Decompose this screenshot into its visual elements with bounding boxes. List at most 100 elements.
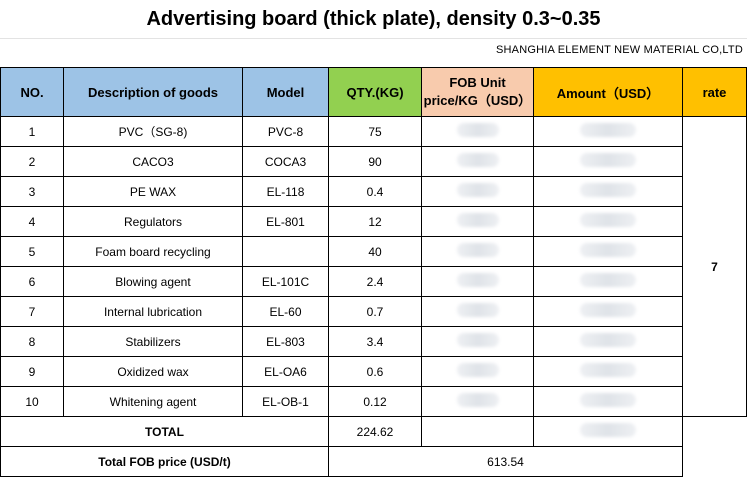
- cell-description[interactable]: PE WAX: [63, 176, 243, 207]
- cell-description[interactable]: Regulators: [63, 206, 243, 237]
- cell-model[interactable]: EL-OB-1: [242, 386, 329, 417]
- cell-model[interactable]: EL-OA6: [242, 356, 329, 387]
- redacted-value: [456, 303, 499, 317]
- cell-description[interactable]: Blowing agent: [63, 266, 243, 297]
- cell-qty[interactable]: 0.7: [328, 296, 422, 327]
- header-description[interactable]: Description of goods: [63, 67, 243, 117]
- cell-no[interactable]: 7: [0, 296, 64, 327]
- table-row: 4 Regulators EL-801 12: [0, 206, 747, 237]
- cell-fob-price[interactable]: [421, 206, 534, 237]
- header-amount[interactable]: Amount（USD）: [533, 67, 683, 117]
- cell-amount[interactable]: [533, 356, 683, 387]
- redacted-value: [580, 303, 636, 317]
- cell-qty[interactable]: 0.4: [328, 176, 422, 207]
- header-fob-unit-price[interactable]: FOB Unit price/KG（USD）: [421, 67, 534, 117]
- redacted-value: [580, 243, 636, 257]
- table-row: 8 Stabilizers EL-803 3.4: [0, 326, 747, 357]
- table-row: 6 Blowing agent EL-101C 2.4: [0, 266, 747, 297]
- cell-rate[interactable]: 7: [682, 116, 747, 417]
- redacted-value: [580, 123, 636, 137]
- cell-model[interactable]: EL-801: [242, 206, 329, 237]
- table-row: 1 PVC（SG-8) PVC-8 75 7: [0, 116, 747, 417]
- cell-description[interactable]: Internal lubrication: [63, 296, 243, 327]
- cell-qty[interactable]: 2.4: [328, 266, 422, 297]
- cell-qty[interactable]: 75: [328, 116, 422, 147]
- cell-amount[interactable]: [533, 176, 683, 207]
- fob-total-label[interactable]: Total FOB price (USD/t): [0, 446, 329, 477]
- redacted-value: [580, 183, 636, 197]
- cell-model[interactable]: PVC-8: [242, 116, 329, 147]
- table-row: 2 CACO3 COCA3 90: [0, 146, 747, 177]
- cell-no[interactable]: 6: [0, 266, 64, 297]
- cell-amount[interactable]: [533, 206, 683, 237]
- redacted-value: [580, 213, 636, 227]
- cell-fob-price[interactable]: [421, 236, 534, 267]
- cell-model[interactable]: EL-118: [242, 176, 329, 207]
- header-model[interactable]: Model: [242, 67, 329, 117]
- cell-fob-price[interactable]: [421, 296, 534, 327]
- cell-qty[interactable]: 90: [328, 146, 422, 177]
- redacted-value: [580, 333, 636, 347]
- cell-fob-price[interactable]: [421, 356, 534, 387]
- cell-no[interactable]: 1: [0, 116, 64, 147]
- cell-model[interactable]: EL-803: [242, 326, 329, 357]
- cell-amount[interactable]: [533, 236, 683, 267]
- divider: [0, 38, 747, 39]
- cell-fob-price[interactable]: [421, 326, 534, 357]
- cell-fob-price[interactable]: [421, 176, 534, 207]
- table-row: 7 Internal lubrication EL-60 0.7: [0, 296, 747, 327]
- header-rate[interactable]: rate: [682, 67, 747, 117]
- cell-no[interactable]: 9: [0, 356, 64, 387]
- redacted-value: [456, 123, 499, 137]
- cell-qty[interactable]: 3.4: [328, 326, 422, 357]
- cell-description[interactable]: Whitening agent: [63, 386, 243, 417]
- cell-amount[interactable]: [533, 146, 683, 177]
- cell-qty[interactable]: 40: [328, 236, 422, 267]
- cell-no[interactable]: 4: [0, 206, 64, 237]
- cell-fob-price[interactable]: [421, 116, 534, 147]
- redacted-value: [456, 243, 499, 257]
- cell-no[interactable]: 5: [0, 236, 64, 267]
- redacted-value: [580, 363, 636, 377]
- cell-model[interactable]: COCA3: [242, 146, 329, 177]
- total-qty[interactable]: 224.62: [328, 416, 422, 447]
- cell-description[interactable]: Foam board recycling: [63, 236, 243, 267]
- redacted-value: [580, 273, 636, 287]
- redacted-value: [456, 213, 499, 227]
- cell-qty[interactable]: 0.6: [328, 356, 422, 387]
- table-row: 9 Oxidized wax EL-OA6 0.6: [0, 356, 747, 387]
- header-row: NO. Description of goods Model QTY.(KG) …: [0, 67, 747, 117]
- total-amount-cell[interactable]: [533, 416, 683, 447]
- cell-no[interactable]: 3: [0, 176, 64, 207]
- cell-fob-price[interactable]: [421, 266, 534, 297]
- cell-model[interactable]: EL-60: [242, 296, 329, 327]
- cell-amount[interactable]: [533, 386, 683, 417]
- fob-total-value[interactable]: 613.54: [328, 446, 683, 477]
- cell-model[interactable]: EL-101C: [242, 266, 329, 297]
- cell-model[interactable]: [242, 236, 329, 267]
- cell-description[interactable]: Stabilizers: [63, 326, 243, 357]
- cell-no[interactable]: 10: [0, 386, 64, 417]
- cell-amount[interactable]: [533, 266, 683, 297]
- cell-amount[interactable]: [533, 326, 683, 357]
- header-no[interactable]: NO.: [0, 67, 64, 117]
- goods-table: NO. Description of goods Model QTY.(KG) …: [0, 67, 747, 477]
- company-name: SHANGHIA ELEMENT NEW MATERIAL CO,LTD: [496, 44, 743, 56]
- cell-description[interactable]: PVC（SG-8): [63, 116, 243, 147]
- redacted-value: [456, 363, 499, 377]
- total-fob-cell[interactable]: [421, 416, 534, 447]
- cell-no[interactable]: 2: [0, 146, 64, 177]
- header-qty[interactable]: QTY.(KG): [328, 67, 422, 117]
- cell-qty[interactable]: 0.12: [328, 386, 422, 417]
- cell-no[interactable]: 8: [0, 326, 64, 357]
- header-fob-line1: FOB Unit: [449, 75, 506, 90]
- cell-qty[interactable]: 12: [328, 206, 422, 237]
- redacted-value: [456, 393, 499, 407]
- cell-amount[interactable]: [533, 296, 683, 327]
- cell-description[interactable]: Oxidized wax: [63, 356, 243, 387]
- cell-description[interactable]: CACO3: [63, 146, 243, 177]
- cell-fob-price[interactable]: [421, 146, 534, 177]
- cell-fob-price[interactable]: [421, 386, 534, 417]
- cell-amount[interactable]: [533, 116, 683, 147]
- total-label[interactable]: TOTAL: [0, 416, 329, 447]
